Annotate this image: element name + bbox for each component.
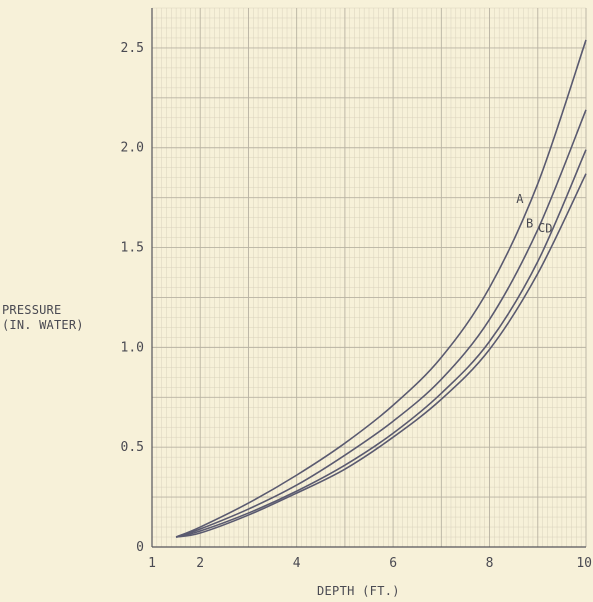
curve-label-d: D [545,222,552,236]
axes [151,8,586,548]
curve-label-b: B [526,217,533,231]
y-tick-label: 1.0 [121,340,144,355]
y-tick-labels: 0 0.5 1.0 1.5 2.0 2.5 [121,41,144,555]
curve-b [175,109,587,538]
x-tick-label: 4 [293,556,301,571]
x-tick-label: 1 [148,556,156,571]
curve-c [175,149,587,538]
y-axis-label-line-1: PRESSURE [2,303,62,317]
x-tick-label: 8 [486,556,494,571]
y-tick-label: 0 [136,540,144,555]
curve-labels: AB C D [516,192,552,235]
y-tick-label: 0.5 [121,440,144,455]
x-tick-label: 6 [389,556,397,571]
y-axis-label-line-2: (IN. WATER) [2,318,84,332]
y-axis-label: PRESSURE (IN. WATER) [2,303,84,333]
curves [175,39,587,538]
x-tick-label: 10 [576,556,592,571]
x-axis-label: DEPTH (FT.) [317,584,400,598]
y-tick-label: 1.5 [121,241,144,256]
y-tick-label: 2.5 [121,41,144,56]
curve-label-a: A [516,192,524,206]
curve-d [175,173,587,538]
x-tick-labels: 1 2 4 6 8 10 [148,556,592,571]
x-tick-label: 2 [196,556,204,571]
major-grid [151,8,587,548]
y-tick-label: 2.0 [121,141,144,156]
curve-label-c: C [538,221,545,235]
curve-a [175,39,587,538]
